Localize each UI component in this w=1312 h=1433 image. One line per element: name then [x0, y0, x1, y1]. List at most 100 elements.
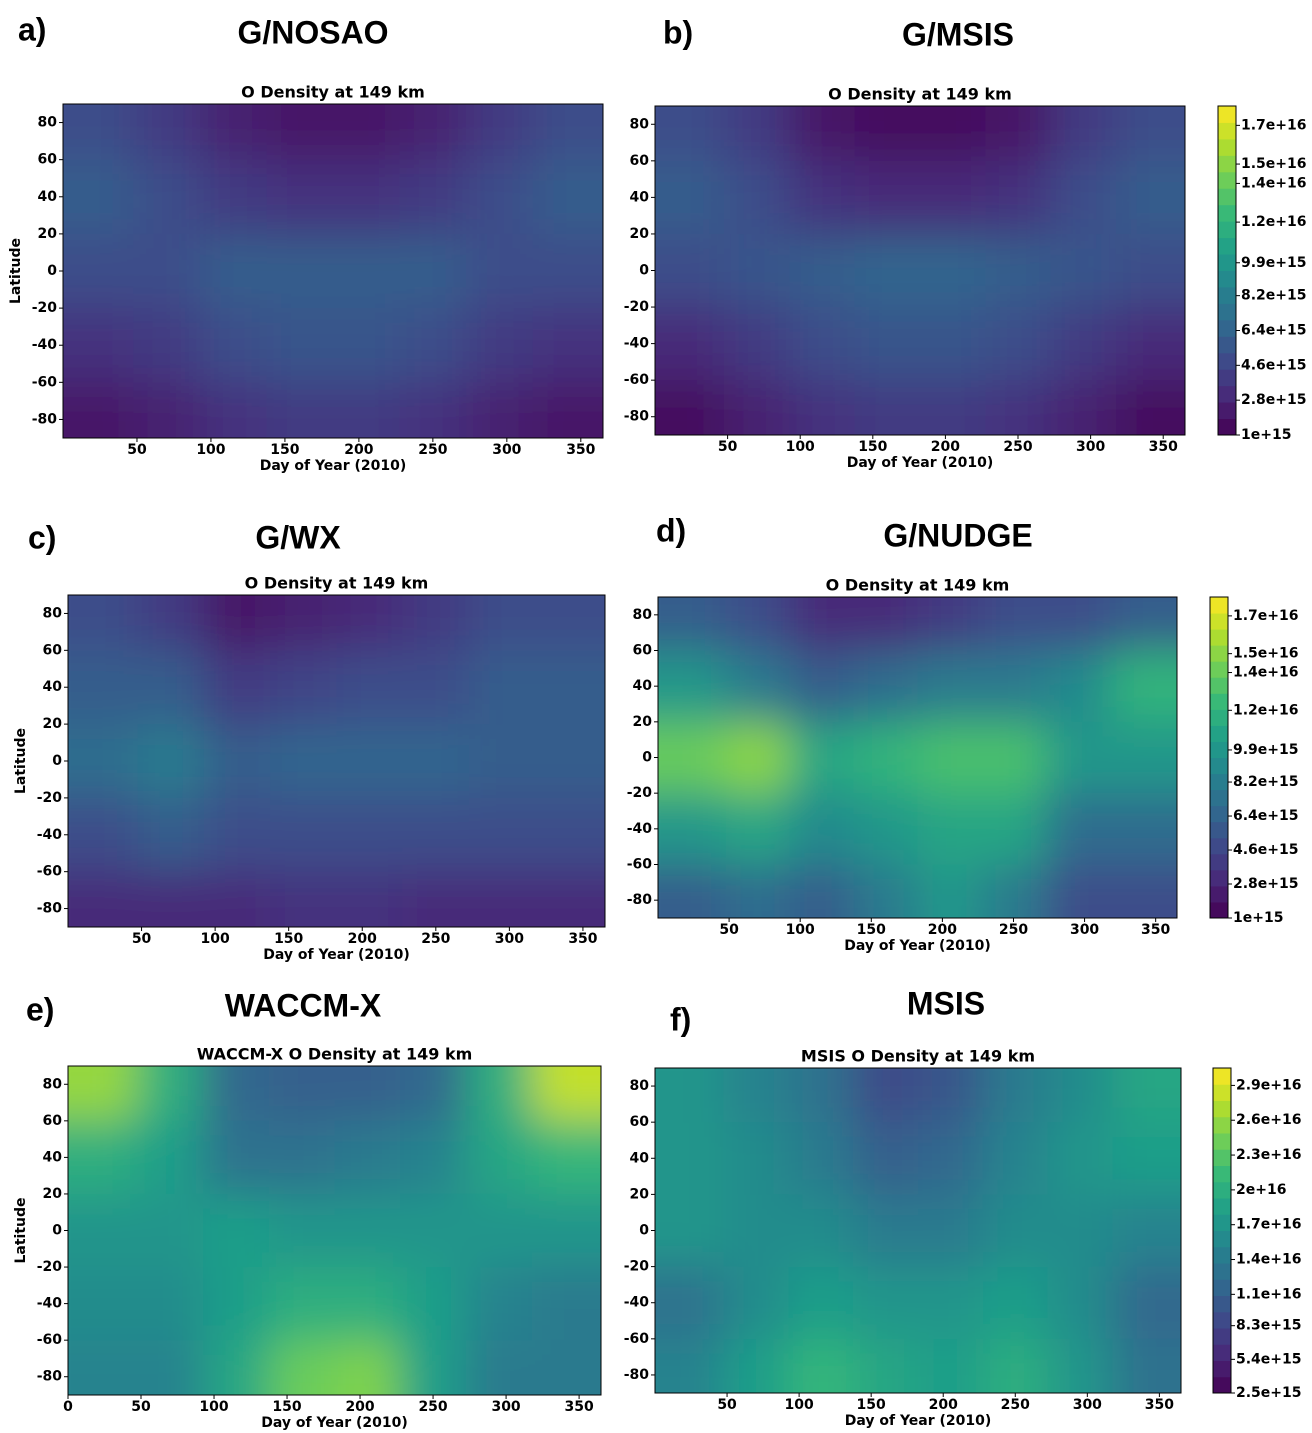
colorbar-tick-label: 2.6e+16: [1236, 1112, 1302, 1128]
cell: [203, 1193, 270, 1269]
colorbar-tick-label: 2.8e+15: [1233, 876, 1299, 892]
y-tick-label: 60: [630, 153, 650, 169]
colorbar-band: [1218, 270, 1236, 288]
colorbar-band: [1218, 369, 1236, 387]
y-tick-label: 20: [43, 716, 63, 732]
colorbar-band: [1218, 303, 1236, 321]
cell: [399, 233, 468, 310]
colorbar-tick-label: 2.3e+16: [1236, 1147, 1302, 1163]
colorbar-tick-label: 5.4e+15: [1236, 1351, 1302, 1367]
cell: [270, 871, 338, 927]
cell: [655, 380, 725, 435]
colorbar-band: [1213, 1149, 1231, 1166]
cell: [268, 1066, 336, 1122]
colorbar-tick-label: 1.5e+16: [1241, 156, 1307, 172]
y-tick-label: 80: [633, 607, 653, 623]
cell: [981, 793, 1047, 866]
colorbar-band: [1210, 677, 1228, 694]
cell: [270, 595, 338, 652]
colorbar-band: [1210, 901, 1228, 919]
colorbar-tick-label: 1.4e+16: [1233, 665, 1299, 681]
cell: [199, 104, 268, 161]
y-tick-label: 0: [642, 750, 652, 766]
cell: [853, 1266, 919, 1340]
y-tick-label: -80: [37, 1369, 63, 1385]
cell: [655, 1068, 725, 1124]
x-tick-label: 200: [928, 922, 957, 938]
cell: [1045, 793, 1111, 866]
cell: [789, 597, 855, 652]
colorbar-tick-label: 4.6e+15: [1233, 842, 1299, 858]
colorbar-band: [1218, 221, 1236, 239]
x-tick-label: 300: [492, 442, 521, 458]
y-tick-label: -60: [37, 1332, 63, 1348]
cell: [723, 1122, 790, 1196]
x-tick-label: 100: [786, 922, 815, 938]
cell: [336, 650, 404, 726]
cell: [137, 724, 206, 799]
y-tick-label: 20: [630, 1186, 650, 1202]
cell: [789, 233, 856, 309]
cell: [532, 104, 603, 161]
plot-title: O Density at 149 km: [241, 83, 425, 102]
x-tick-label: 150: [857, 922, 886, 938]
cell: [1047, 1266, 1114, 1340]
cell: [531, 1193, 601, 1269]
cell: [133, 308, 201, 384]
cell: [920, 380, 987, 435]
colorbar-band: [1210, 805, 1228, 823]
y-tick-label: -20: [624, 1259, 650, 1275]
cell: [854, 106, 921, 162]
y-tick-label: 60: [630, 1114, 650, 1130]
x-tick-label: 0: [63, 1399, 73, 1415]
cell: [917, 597, 983, 652]
colorbar-tick-label: 9.9e+15: [1241, 255, 1307, 271]
panel-heading: G/MSIS: [902, 16, 1014, 52]
colorbar-band: [1213, 1328, 1231, 1345]
cell: [1050, 307, 1118, 382]
cell: [402, 595, 470, 652]
cell: [1116, 380, 1185, 435]
colorbar-frame: [1212, 1067, 1232, 1394]
cell: [204, 595, 272, 652]
cell: [658, 650, 727, 723]
colorbar-tick-label: 2.8e+15: [1241, 392, 1307, 408]
colorbar-band: [1213, 1165, 1231, 1183]
y-tick-label: 40: [630, 1150, 650, 1166]
colorbar-band: [1210, 709, 1228, 726]
colorbar-tick-label: 1.7e+16: [1233, 608, 1299, 624]
cell: [400, 1340, 467, 1395]
x-axis-label: Day of Year (2010): [263, 947, 410, 963]
cell: [920, 160, 987, 235]
cell: [853, 597, 919, 652]
colorbar-band: [1218, 138, 1236, 156]
cell: [466, 233, 534, 310]
colorbar-band: [1213, 1376, 1231, 1394]
cell: [918, 1068, 984, 1124]
cell: [532, 382, 603, 438]
field: [68, 1066, 601, 1395]
y-tick-label: 0: [639, 1223, 649, 1239]
colorbar-band: [1210, 853, 1228, 871]
colorbar-tick-label: 1.7e+16: [1241, 117, 1307, 133]
colorbar-band: [1213, 1100, 1231, 1118]
x-tick-label: 350: [564, 1399, 593, 1415]
cell: [788, 1194, 855, 1268]
cell: [402, 724, 470, 799]
colorbar-band: [1218, 122, 1236, 140]
cell: [68, 1267, 139, 1342]
cell: [854, 233, 921, 309]
x-tick-label: 150: [857, 1397, 886, 1413]
cell: [465, 1267, 533, 1342]
colorbar-band: [1213, 1068, 1231, 1085]
colorbar-band: [1213, 1263, 1231, 1280]
y-tick-label: -20: [32, 300, 58, 316]
y-tick-label: -60: [37, 864, 63, 880]
cell: [399, 159, 468, 235]
cell: [203, 1340, 270, 1395]
cell: [204, 871, 272, 927]
cell: [655, 1194, 725, 1268]
cell: [402, 871, 470, 927]
y-tick-label: -20: [37, 790, 63, 806]
cell: [789, 380, 856, 435]
